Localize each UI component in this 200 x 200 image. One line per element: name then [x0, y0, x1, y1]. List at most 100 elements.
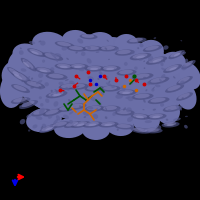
Ellipse shape [53, 119, 58, 125]
Ellipse shape [8, 50, 32, 78]
Ellipse shape [170, 51, 182, 57]
Ellipse shape [33, 109, 47, 115]
Ellipse shape [152, 116, 160, 118]
Ellipse shape [69, 104, 83, 108]
Ellipse shape [45, 109, 59, 115]
Ellipse shape [160, 62, 164, 66]
Ellipse shape [85, 46, 99, 50]
Ellipse shape [21, 58, 36, 71]
Ellipse shape [133, 114, 147, 118]
Ellipse shape [136, 40, 164, 64]
Ellipse shape [163, 105, 182, 112]
Ellipse shape [51, 121, 70, 128]
Ellipse shape [178, 93, 190, 99]
Ellipse shape [71, 121, 90, 128]
Ellipse shape [127, 37, 147, 44]
Ellipse shape [134, 74, 150, 78]
Ellipse shape [132, 108, 160, 132]
Ellipse shape [180, 40, 182, 41]
Ellipse shape [145, 128, 159, 132]
Ellipse shape [68, 99, 71, 102]
Ellipse shape [50, 124, 53, 128]
Ellipse shape [136, 55, 145, 58]
Ellipse shape [60, 66, 68, 68]
Ellipse shape [87, 106, 101, 110]
Ellipse shape [53, 122, 67, 126]
Ellipse shape [167, 124, 174, 126]
Ellipse shape [108, 59, 110, 60]
Ellipse shape [143, 60, 145, 62]
Ellipse shape [31, 78, 33, 80]
Ellipse shape [117, 124, 131, 128]
Ellipse shape [115, 94, 123, 99]
Ellipse shape [115, 49, 135, 56]
Ellipse shape [104, 124, 112, 126]
Ellipse shape [136, 116, 144, 118]
Ellipse shape [67, 110, 71, 111]
Ellipse shape [87, 46, 91, 49]
Ellipse shape [101, 106, 121, 112]
Ellipse shape [67, 46, 87, 52]
Ellipse shape [64, 121, 81, 128]
Ellipse shape [105, 47, 107, 50]
Ellipse shape [127, 96, 133, 101]
Ellipse shape [83, 111, 89, 116]
Ellipse shape [39, 86, 41, 89]
Ellipse shape [101, 66, 121, 72]
Ellipse shape [111, 85, 115, 88]
Ellipse shape [71, 84, 85, 88]
Ellipse shape [7, 67, 22, 78]
Ellipse shape [13, 71, 27, 81]
Ellipse shape [146, 56, 167, 65]
Ellipse shape [144, 67, 145, 69]
Ellipse shape [69, 46, 83, 50]
Ellipse shape [119, 90, 133, 94]
Ellipse shape [123, 107, 126, 111]
Ellipse shape [77, 86, 79, 87]
Ellipse shape [61, 84, 75, 88]
Ellipse shape [42, 60, 45, 63]
Ellipse shape [112, 112, 116, 116]
Ellipse shape [122, 92, 130, 94]
Ellipse shape [38, 86, 43, 90]
Ellipse shape [26, 108, 62, 132]
Ellipse shape [57, 105, 76, 112]
Ellipse shape [84, 116, 86, 118]
Ellipse shape [165, 106, 179, 110]
Ellipse shape [67, 103, 87, 110]
Ellipse shape [46, 91, 67, 98]
Ellipse shape [45, 127, 53, 131]
Ellipse shape [149, 57, 163, 63]
Ellipse shape [106, 82, 112, 86]
Ellipse shape [21, 101, 35, 107]
Ellipse shape [99, 46, 119, 51]
Ellipse shape [55, 41, 74, 48]
Ellipse shape [103, 66, 117, 70]
Ellipse shape [71, 86, 78, 90]
Ellipse shape [20, 47, 22, 49]
Ellipse shape [35, 116, 42, 120]
Ellipse shape [87, 58, 92, 64]
Ellipse shape [115, 124, 135, 129]
Ellipse shape [13, 98, 27, 102]
Ellipse shape [87, 66, 101, 70]
Ellipse shape [88, 76, 94, 80]
Ellipse shape [77, 123, 85, 126]
Ellipse shape [42, 52, 63, 61]
Ellipse shape [153, 59, 161, 63]
Ellipse shape [153, 109, 156, 111]
Ellipse shape [173, 118, 181, 121]
Ellipse shape [28, 129, 30, 132]
Ellipse shape [66, 58, 69, 60]
Ellipse shape [165, 84, 184, 93]
Ellipse shape [19, 105, 21, 107]
Ellipse shape [12, 43, 44, 69]
Ellipse shape [32, 124, 37, 129]
Ellipse shape [40, 103, 44, 107]
Ellipse shape [137, 47, 139, 49]
Ellipse shape [131, 50, 135, 54]
Ellipse shape [164, 122, 176, 126]
Ellipse shape [61, 46, 67, 51]
Ellipse shape [156, 100, 180, 124]
Ellipse shape [179, 63, 200, 89]
